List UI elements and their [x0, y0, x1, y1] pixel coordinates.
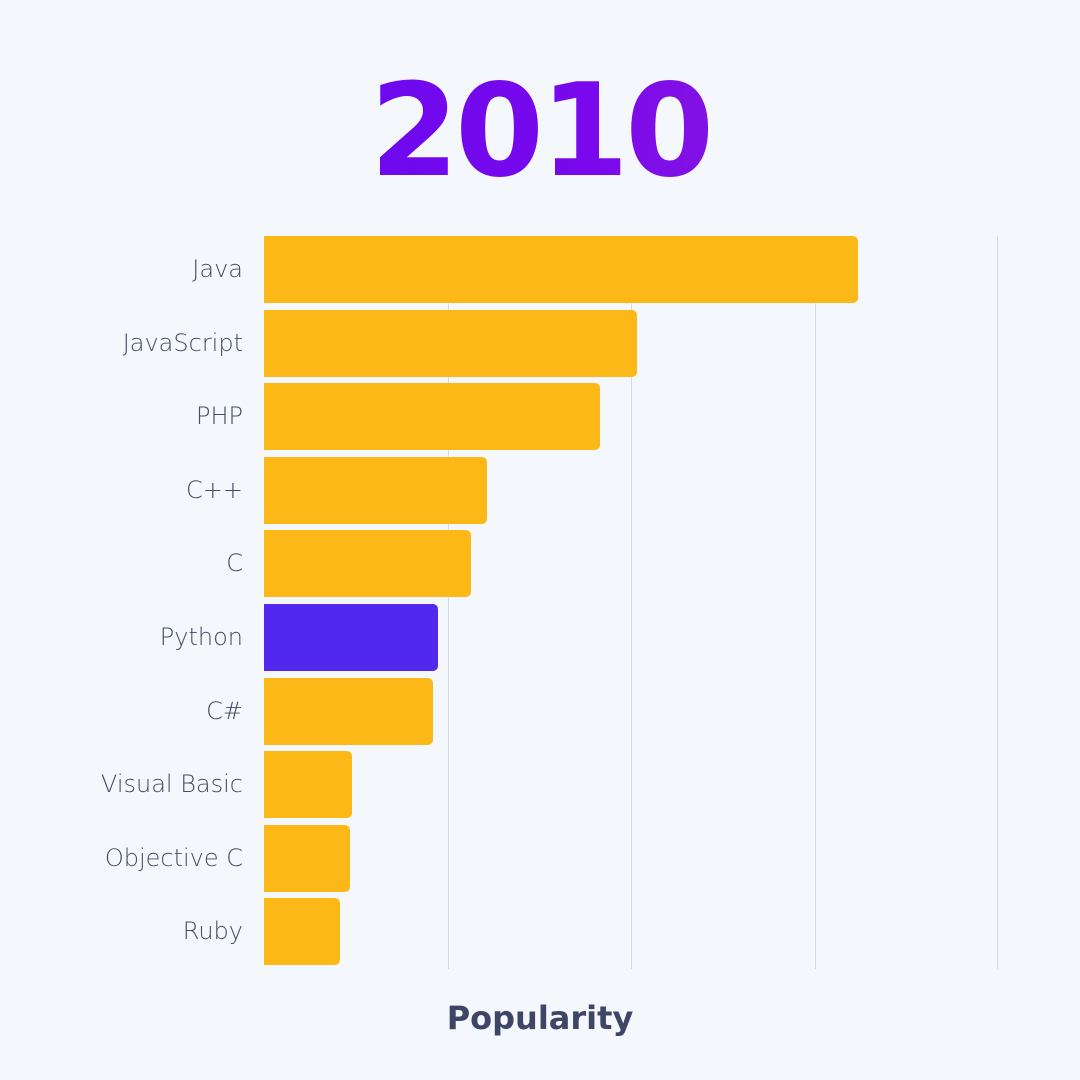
gridline: [997, 236, 998, 969]
bar-ruby: [264, 898, 340, 965]
bar-php: [264, 383, 600, 450]
bar-c: [264, 530, 471, 597]
category-label: Python: [159, 623, 243, 651]
plot-area: [264, 236, 998, 969]
gridline: [631, 236, 632, 969]
bar-python: [264, 604, 438, 671]
category-label: JavaScript: [122, 329, 243, 357]
category-label: PHP: [196, 402, 243, 430]
bar-c: [264, 678, 433, 745]
bar-c: [264, 457, 487, 524]
category-label: C#: [206, 697, 243, 725]
gridline: [815, 236, 816, 969]
category-label: Java: [192, 255, 243, 283]
gridline: [448, 236, 449, 969]
bar-javascript: [264, 310, 637, 377]
bar-visual-basic: [264, 751, 352, 818]
chart-title-year: 2010: [0, 62, 1080, 202]
category-label: Objective C: [104, 844, 243, 872]
bar-java: [264, 236, 858, 303]
category-label: Visual Basic: [100, 770, 243, 798]
category-label: C++: [186, 476, 243, 504]
category-label: Ruby: [182, 917, 243, 945]
x-axis-label: Popularity: [446, 999, 634, 1037]
bar-objective-c: [264, 825, 350, 892]
category-label: C: [226, 549, 243, 577]
